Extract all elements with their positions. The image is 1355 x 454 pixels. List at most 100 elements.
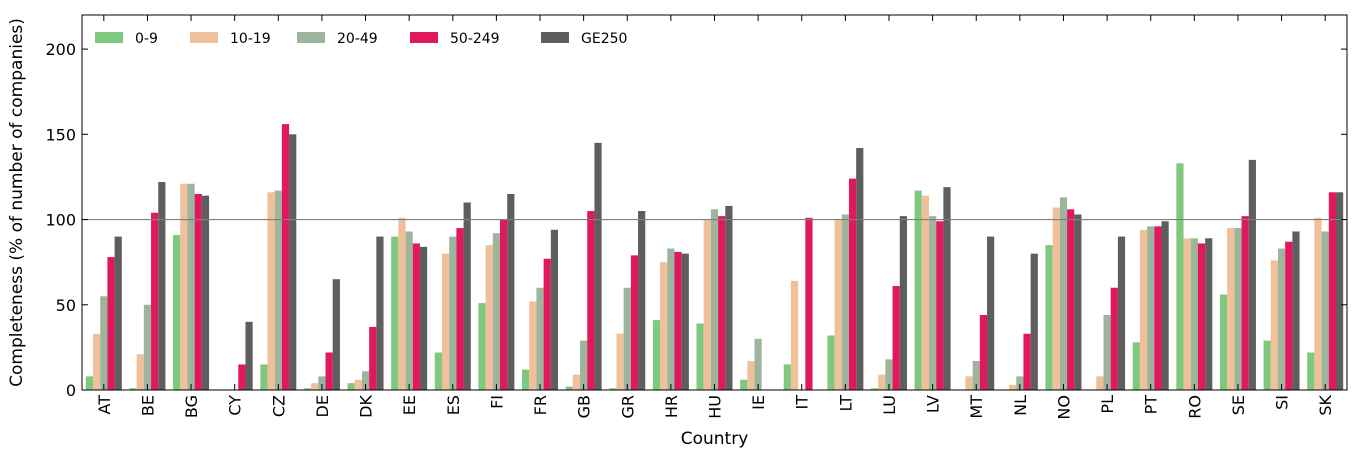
bar-CY-50-249 (238, 364, 246, 390)
bar-BG-50-249 (194, 193, 202, 390)
bar-IT-10-19 (790, 280, 799, 390)
bar-IE-10-19 (747, 361, 755, 390)
x-tick-label: PL (1098, 395, 1117, 414)
bar-IT-0-9 (783, 364, 791, 390)
bar-HR-10-19 (660, 262, 668, 390)
bar-CZ-GE250 (289, 134, 297, 390)
x-tick-label: BE (138, 395, 157, 416)
bar-FR-0-9 (522, 369, 530, 390)
bar-LV-20-49 (929, 216, 937, 390)
bar-NL-20-49 (1016, 376, 1024, 390)
bar-HR-0-9 (652, 320, 661, 390)
bar-ES-0-9 (434, 352, 442, 390)
bar-LV-10-19 (921, 195, 930, 390)
legend-swatch-GE250 (541, 32, 569, 43)
bar-GR-10-19 (616, 333, 624, 390)
bar-NL-10-19 (1009, 384, 1017, 390)
x-tick-label: MT (967, 395, 986, 419)
bar-LU-10-19 (878, 374, 886, 390)
bar-GB-GE250 (594, 142, 602, 390)
bar-DE-50-249 (325, 352, 333, 390)
bar-NL-50-249 (1023, 333, 1031, 390)
y-tick-label: 150 (45, 125, 76, 144)
bar-BG-0-9 (173, 234, 181, 390)
bar-RO-0-9 (1176, 163, 1184, 390)
bar-SE-GE250 (1248, 159, 1256, 390)
bar-DE-10-19 (311, 383, 319, 390)
bar-LU-0-9 (870, 388, 879, 390)
bar-CZ-10-19 (267, 192, 275, 390)
bar-SK-GE250 (1335, 192, 1344, 390)
bar-PT-GE250 (1161, 221, 1169, 390)
bar-LV-GE250 (943, 187, 951, 390)
x-tick-label: FR (531, 395, 550, 415)
bar-PL-10-19 (1096, 376, 1104, 390)
bar-SE-10-19 (1227, 228, 1235, 390)
bar-FI-0-9 (478, 303, 486, 390)
bar-NL-GE250 (1030, 253, 1038, 390)
bar-AT-10-19 (93, 333, 101, 390)
bar-SK-50-249 (1328, 192, 1336, 390)
bar-GB-20-49 (580, 340, 588, 390)
bar-SI-10-19 (1270, 260, 1278, 390)
bar-HU-50-249 (718, 216, 726, 390)
legend-label-10-19: 10-19 (230, 31, 271, 47)
bar-LT-GE250 (856, 147, 864, 390)
bar-PT-10-19 (1139, 229, 1148, 390)
y-axis-ticks: 0 50 100 150 200 (45, 40, 1347, 400)
bar-ES-10-19 (441, 253, 450, 390)
bar-DK-20-49 (361, 371, 370, 390)
bar-CZ-50-249 (281, 124, 290, 390)
bar-EE-20-49 (405, 231, 413, 390)
bar-DE-GE250 (332, 279, 340, 390)
bar-NO-20-49 (1059, 197, 1068, 390)
bar-SE-50-249 (1241, 216, 1249, 390)
bar-CZ-20-49 (274, 190, 282, 390)
x-tick-label: LV (924, 395, 943, 413)
bar-MT-10-19 (965, 376, 973, 390)
bar-LT-20-49 (841, 214, 849, 390)
bar-FI-10-19 (485, 245, 493, 390)
bar-LU-50-249 (892, 286, 900, 390)
bar-RO-20-49 (1190, 238, 1198, 390)
bar-GB-50-249 (587, 211, 595, 390)
x-tick-label: AT (95, 395, 114, 415)
bar-LU-20-49 (885, 359, 893, 390)
bar-ES-GE250 (463, 202, 471, 390)
bar-ES-50-249 (456, 228, 464, 390)
bar-SI-0-9 (1263, 340, 1271, 390)
bar-SK-10-19 (1314, 217, 1322, 390)
x-tick-label: DE (313, 395, 332, 417)
bar-BE-20-49 (143, 304, 152, 390)
legend-label-0-9: 0-9 (135, 31, 158, 47)
y-axis-label: Completeness (% of number of companies) (7, 18, 27, 387)
x-axis-label: Country (681, 429, 749, 449)
bar-NO-10-19 (1052, 207, 1060, 390)
legend-swatch-10-19 (190, 32, 218, 43)
x-tick-label: LU (880, 395, 899, 415)
bar-RO-50-249 (1197, 243, 1206, 390)
bar-HU-20-49 (710, 209, 719, 390)
bar-SI-GE250 (1292, 231, 1300, 390)
legend-swatch-50-249 (410, 32, 438, 43)
x-axis-ticks: AT BE BG CY CZ DE DK EE ES FI FR GB GR HR HU IE IT LT LU LV… (95, 15, 1335, 420)
bar-DK-50-249 (369, 326, 377, 390)
bar-IE-20-49 (754, 338, 762, 390)
bar-DK-0-9 (347, 383, 355, 390)
legend-swatch-0-9 (95, 32, 123, 43)
bar-LU-GE250 (899, 216, 907, 390)
legend-swatch-20-49 (297, 32, 325, 43)
bar-FR-50-249 (543, 258, 551, 390)
bar-CZ-0-9 (260, 364, 268, 390)
x-tick-label: ES (444, 395, 463, 415)
x-tick-label: LT (836, 395, 855, 412)
bar-BG-20-49 (187, 183, 195, 390)
bar-LT-0-9 (827, 335, 835, 390)
x-tick-label: NO (1054, 395, 1073, 420)
bar-GR-0-9 (609, 388, 617, 390)
bar-GR-50-249 (630, 255, 639, 390)
bar-EE-10-19 (398, 217, 406, 390)
bar-GR-GE250 (638, 211, 646, 390)
bar-GB-0-9 (565, 386, 573, 390)
